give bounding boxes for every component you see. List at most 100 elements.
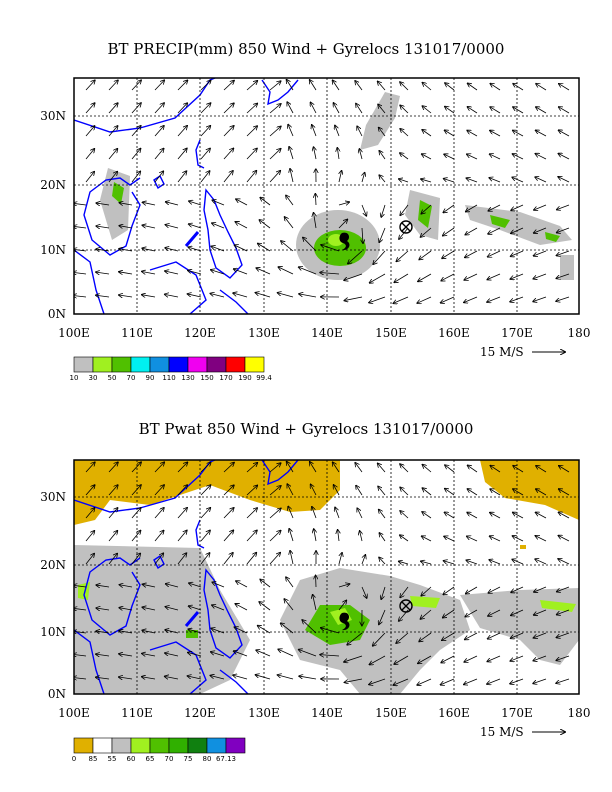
wind-vector <box>131 462 141 473</box>
wind-vector <box>356 486 363 496</box>
wind-vector <box>536 489 547 496</box>
legend-swatch <box>130 737 151 754</box>
wind-vector <box>259 602 271 611</box>
wind-vector <box>422 465 432 473</box>
wind-vector <box>269 553 280 565</box>
wind-vector <box>188 247 202 252</box>
wind-vector <box>511 586 524 592</box>
wind-vector <box>417 678 432 685</box>
wind-vector <box>189 201 202 206</box>
wind-vector <box>399 561 409 564</box>
wind-vector <box>335 125 340 137</box>
wind-vector <box>320 272 340 274</box>
wind-vector <box>468 83 478 91</box>
wind-vector <box>396 250 409 261</box>
wind-vector <box>487 296 501 302</box>
wind-vector <box>108 103 118 114</box>
wind-vector <box>234 269 248 275</box>
wind-vector <box>533 296 547 302</box>
coast-taiwan <box>195 519 205 549</box>
wind-vector <box>142 248 156 251</box>
x-tick-label: 100E <box>58 326 90 340</box>
wind-vector <box>108 531 117 542</box>
wind-vector <box>165 225 179 229</box>
panel-2-legend: 0 85 55 60 65 70 75 80 67.13 <box>72 737 246 763</box>
x-tick-label: 180 <box>568 706 591 720</box>
x-tick-label: 150E <box>375 326 407 340</box>
wind-vector <box>441 296 455 303</box>
x-tick-label: 140E <box>311 326 343 340</box>
wind-vector <box>357 126 363 137</box>
wind-vector <box>419 632 432 641</box>
wind-vector <box>131 80 141 91</box>
wind-vector <box>556 250 570 256</box>
wind-vector <box>108 485 118 496</box>
wind-vector <box>278 649 294 657</box>
wind-vector <box>85 172 94 183</box>
wind-vector <box>165 294 179 297</box>
wind-vector <box>467 513 478 519</box>
x-tick-label: 120E <box>184 706 216 720</box>
wind-vector <box>74 203 87 205</box>
wind-vector <box>422 488 432 496</box>
wind-vector <box>281 623 294 634</box>
x-tick-label: 130E <box>248 326 280 340</box>
precip-core-indochina <box>112 182 124 204</box>
panel-1-coastlines <box>74 78 299 314</box>
wind-vector <box>187 676 202 680</box>
wind-vector <box>490 154 501 160</box>
wind-vector <box>490 84 501 91</box>
precip-area-indochina <box>100 168 130 240</box>
wind-vector <box>513 84 524 91</box>
legend-swatch <box>149 356 170 373</box>
wind-vector <box>533 250 547 256</box>
wind-vector <box>211 270 225 275</box>
coast-japan <box>261 79 299 106</box>
wind-vector <box>223 553 233 565</box>
wind-vector <box>223 463 234 473</box>
wind-vector <box>556 273 570 278</box>
wind-vector <box>312 125 317 137</box>
panel-1-grid <box>74 78 579 314</box>
wind-vector <box>74 226 87 228</box>
wind-vector <box>154 103 164 114</box>
wind-vector <box>96 272 110 274</box>
wind-vector <box>467 154 478 160</box>
wind-vector <box>393 678 409 685</box>
wind-vector <box>269 508 281 519</box>
wind-vector <box>246 148 257 160</box>
wind-vector <box>236 199 248 206</box>
pwat-dry-spot <box>520 545 526 549</box>
wind-vector <box>348 250 363 264</box>
wind-vector <box>177 485 187 496</box>
wind-vector <box>200 462 211 473</box>
legend-swatch <box>92 737 113 754</box>
wind-vector <box>400 105 409 114</box>
wind-vector <box>400 153 409 160</box>
wind-vector <box>466 586 478 594</box>
wind-vector <box>108 80 118 91</box>
wind-vector <box>445 83 455 91</box>
wind-vector <box>333 103 340 114</box>
wind-vector <box>534 227 547 233</box>
wind-vector <box>299 650 317 657</box>
wind-vector <box>337 148 339 160</box>
pwat-core-palawan <box>186 630 198 638</box>
wind-vector <box>441 273 455 281</box>
legend-swatch <box>168 356 189 373</box>
wind-vector <box>379 533 386 542</box>
wind-vector <box>536 107 547 114</box>
wind-vector <box>269 126 281 137</box>
wind-vector <box>223 103 234 114</box>
wind-vector <box>287 102 294 114</box>
wind-vector <box>445 130 455 137</box>
wind-vector <box>256 268 271 275</box>
wind-vector <box>464 273 478 280</box>
wind-vector <box>556 678 570 683</box>
wind-vector <box>246 485 257 496</box>
wind-vector <box>373 632 386 646</box>
wind-vector <box>467 130 478 137</box>
coast-hainan <box>153 174 165 190</box>
wind-vector <box>441 678 455 685</box>
